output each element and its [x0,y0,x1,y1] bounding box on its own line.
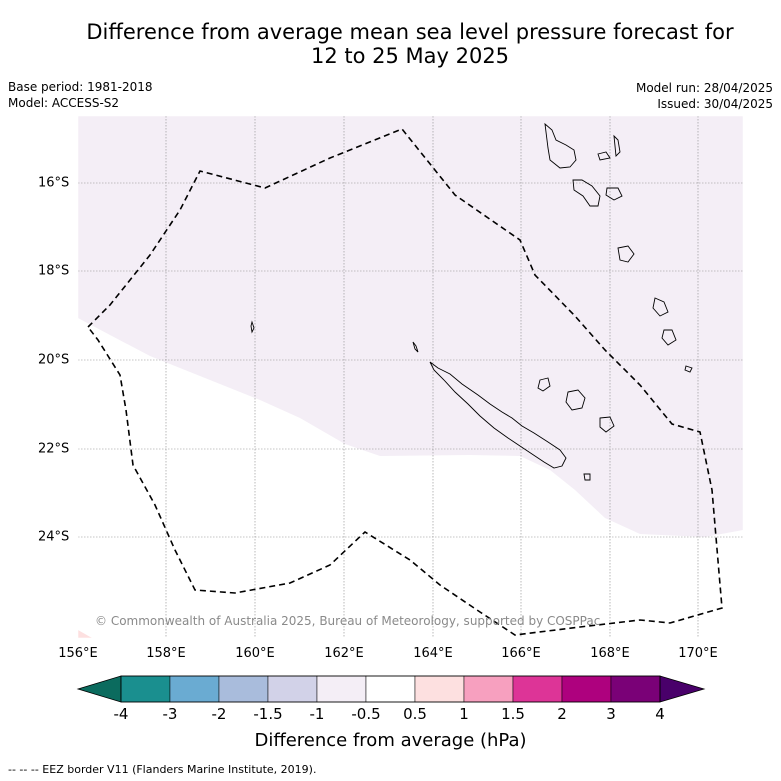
lat-label-22s: 22°S [38,441,70,457]
colorbar-tick-label: 1.5 [501,705,525,723]
colorbar-tick-label: 2 [557,705,567,723]
belep-islands-coast [412,341,419,353]
colorbar-tick-label: -0.5 [351,705,381,723]
eez-border [87,128,723,636]
lat-label-18s: 18°S [38,263,70,279]
efate-coast [605,187,623,201]
lon-label-156e: 156°E [58,646,98,661]
model-label: Model: ACCESS-S2 [8,96,120,110]
colorbar-segment [169,675,220,703]
anomaly-region-small-positive [78,630,92,638]
colorbar-tick-label: 3 [606,705,616,723]
loyalty-island-lifou-coast [565,389,586,411]
colorbar-segment [610,675,661,703]
maewo-coast [613,134,621,157]
colorbar-title: Difference from average (hPa) [254,730,527,751]
eez-footnote: -- -- -- EEZ border V11 (Flanders Marine… [8,763,317,776]
lat-label-20s: 20°S [38,352,70,368]
espiritu-santo-coast [544,122,577,169]
matthew-island-coast [684,365,693,373]
chart-title-line2: 12 to 25 May 2025 [310,44,510,68]
colorbar-segment [561,675,612,703]
colorbar-segment [414,675,465,703]
erromango-coast [617,245,635,263]
colorbar-segment [267,675,318,703]
colorbar-tick-label: 4 [655,705,665,723]
issued-label: Issued: 30/04/2025 [657,97,773,111]
lon-label-166e: 166°E [501,646,541,661]
ambae-coast [597,151,611,161]
lon-label-164e: 164°E [413,646,453,661]
colorbar-segment [512,675,563,703]
colorbar-tick-label: -1 [309,705,325,723]
colorbar-tick-label: 0.5 [403,705,427,723]
lon-label-160e: 160°E [235,646,275,661]
aneityum-coast [661,329,677,346]
loyalty-island-mare-coast [599,416,615,433]
lon-label-168e: 168°E [590,646,630,661]
colorbar-segment [316,675,367,703]
copyright-notice: © Commonwealth of Australia 2025, Bureau… [95,614,601,628]
lon-label-170e: 170°E [678,646,718,661]
lon-label-162e: 162°E [324,646,364,661]
colorbar-tick-label: -3 [162,705,178,723]
colorbar-tick-label: -1.5 [253,705,283,723]
base-period-label: Base period: 1981-2018 [8,80,153,94]
colorbar [76,675,706,703]
colorbar-segment [463,675,514,703]
tanna-coast [652,297,669,317]
colorbar-segment [365,675,416,703]
colorbar-frame [120,675,661,703]
colorbar-segment [120,675,171,703]
malekula-coast [572,179,601,207]
new-caledonia-coast [429,361,567,469]
colorbar-under-triangle [76,675,122,703]
model-run-label: Model run: 28/04/2025 [635,81,773,95]
anomaly-region-minus-0.5-to-minus-1 [78,116,743,537]
isle-of-pines-coast [583,473,591,481]
colorbar-tick-label: -4 [113,705,129,723]
map-frame [77,115,744,639]
colorbar-tick-label: 1 [459,705,469,723]
colorbar-segment [218,675,269,703]
lat-label-24s: 24°S [38,529,70,545]
chart-title-line1: Difference from average mean sea level p… [86,20,734,44]
coastlines [250,122,693,481]
colorbar-over-triangle [659,675,706,703]
lat-label-16s: 16°S [38,175,70,191]
colorbar-tick-label: -2 [211,705,227,723]
loyalty-island-ouvea-coast [537,377,551,392]
lon-label-158e: 158°E [146,646,186,661]
chesterfield-reef-coast [250,320,255,334]
